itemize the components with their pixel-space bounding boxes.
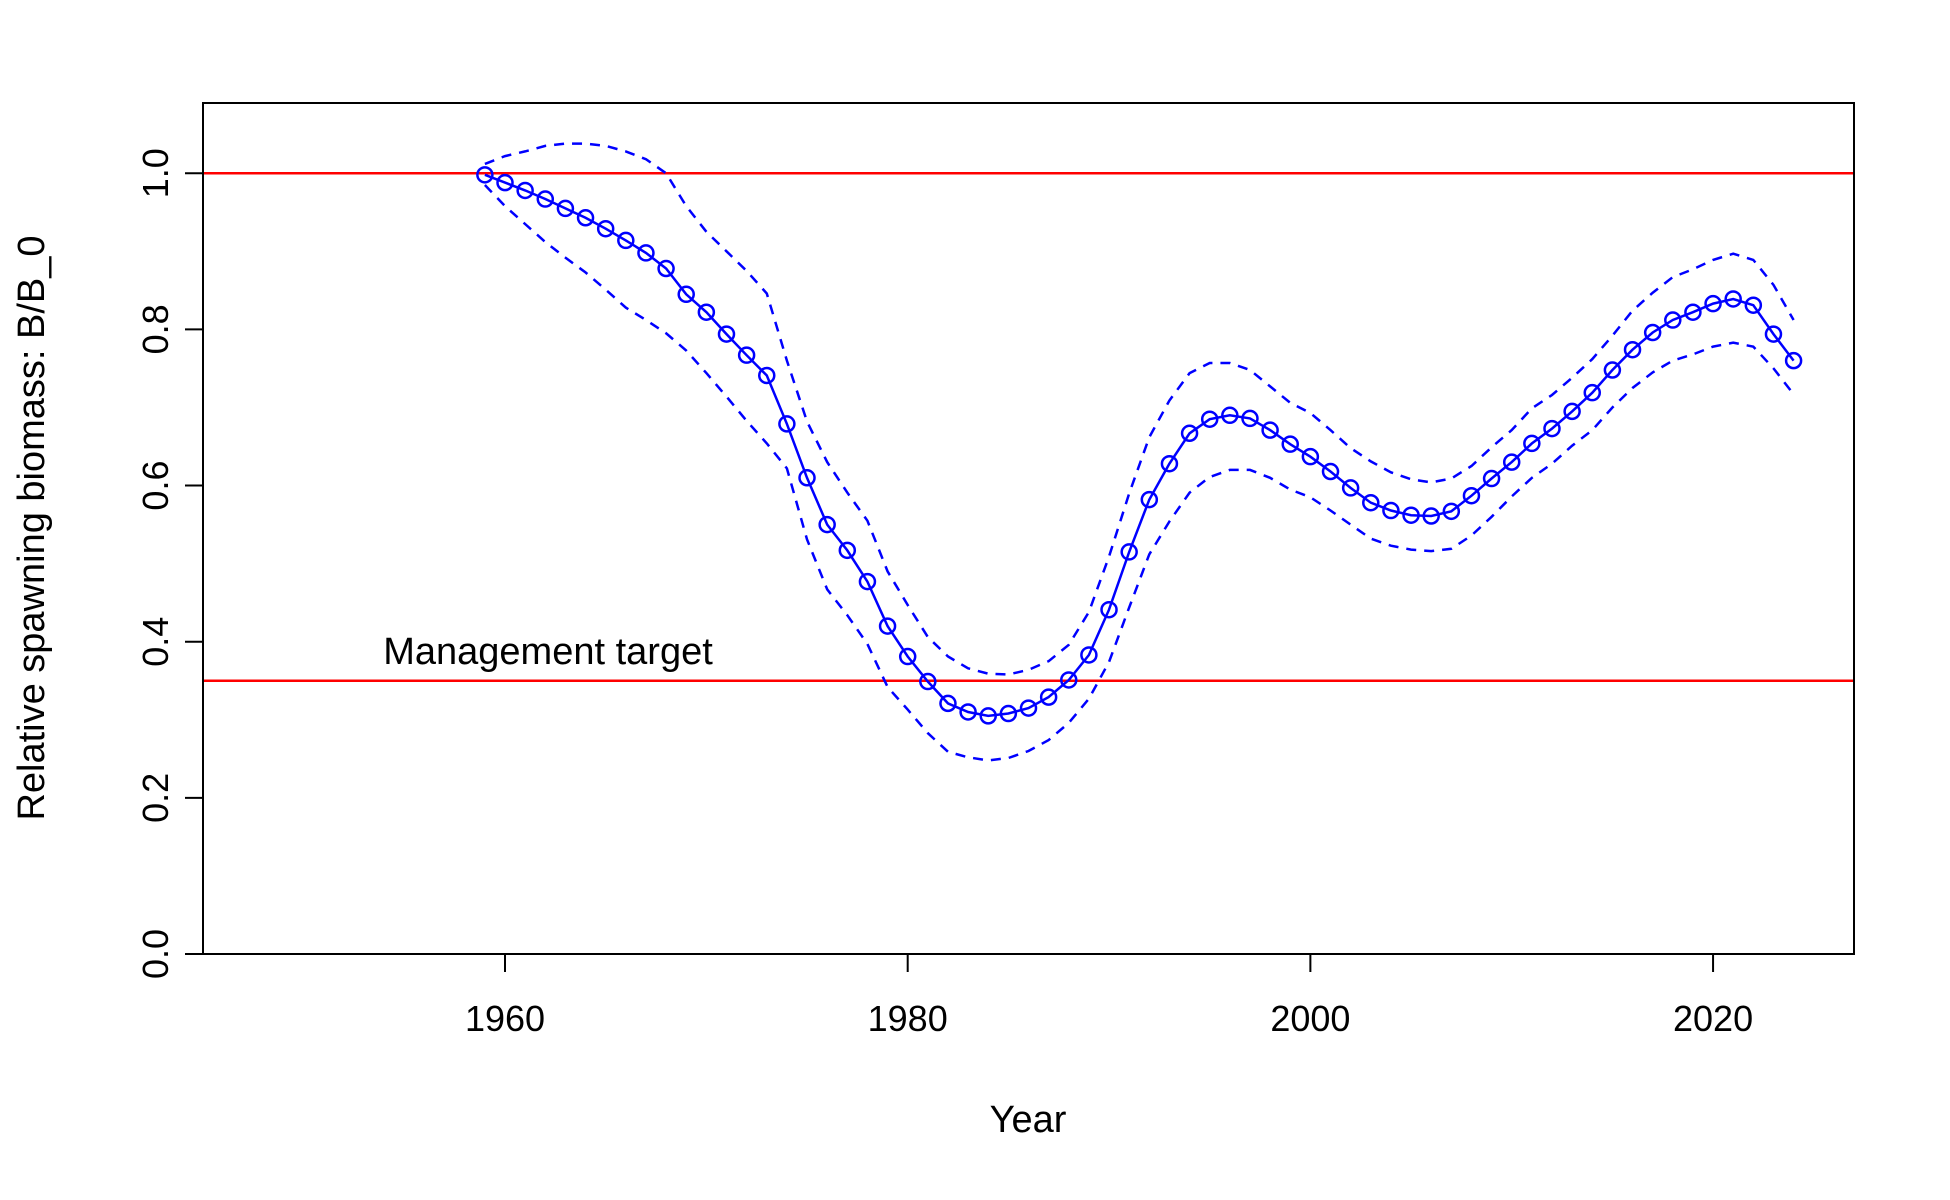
lower-bound-line (483, 184, 1795, 762)
data-point (1341, 479, 1360, 497)
data-point (858, 572, 877, 591)
data-point (979, 707, 997, 725)
x-tick-label: 1960 (465, 998, 545, 1039)
data-point (1563, 402, 1581, 421)
confidence-bounds (483, 142, 1795, 762)
data-point (1241, 409, 1259, 428)
data-point (1281, 435, 1299, 453)
data-point (1482, 469, 1501, 488)
reference-lines (203, 172, 1854, 682)
data-point (737, 346, 756, 364)
data-point (898, 647, 917, 666)
data-point (1704, 294, 1722, 313)
data-point (576, 209, 595, 227)
x-tick-label: 1980 (868, 998, 948, 1039)
y-tick-label: 0.2 (135, 773, 176, 823)
data-point (1100, 600, 1118, 619)
x-axis-title: Year (990, 1099, 1067, 1141)
data-point (1160, 454, 1179, 473)
data-point (1784, 351, 1803, 370)
x-axis: 1960 1980 2000 2020 (465, 953, 1753, 1039)
data-point (1603, 361, 1622, 379)
data-point (818, 515, 836, 534)
data-point (1623, 340, 1642, 359)
estimate-series (476, 166, 1803, 725)
data-point (1523, 434, 1541, 453)
data-point (798, 469, 816, 487)
data-point (1462, 486, 1481, 505)
data-point (1180, 424, 1199, 443)
data-point (1321, 462, 1340, 481)
y-tick-label: 0.6 (135, 461, 176, 511)
data-point (697, 303, 716, 321)
data-point (1543, 419, 1561, 438)
plot-frame (202, 102, 1855, 955)
data-point (1744, 296, 1763, 314)
y-tick-label: 1.0 (135, 148, 176, 198)
data-point (596, 219, 615, 238)
data-point (1301, 447, 1320, 466)
data-point (838, 541, 857, 560)
y-tick-label: 0.4 (135, 617, 176, 667)
data-point (778, 415, 796, 433)
upper-bound-line (484, 142, 1795, 676)
data-point (496, 173, 514, 192)
data-point (1140, 490, 1159, 509)
estimate-line (484, 173, 1795, 718)
data-point (1200, 410, 1219, 428)
data-point (1664, 311, 1682, 329)
data-point (476, 166, 494, 184)
y-axis: 0.0 0.2 0.4 0.6 0.8 1.0 (135, 148, 204, 979)
data-point (1060, 671, 1078, 689)
data-point (758, 366, 776, 385)
data-point (1382, 501, 1400, 520)
data-point (1502, 453, 1521, 471)
data-point (677, 285, 695, 304)
y-tick-label: 0.0 (135, 929, 176, 979)
data-point (959, 703, 977, 721)
data-point (1724, 290, 1742, 308)
x-tick-label: 2020 (1673, 998, 1753, 1039)
data-point (1643, 323, 1662, 342)
data-point (1583, 383, 1602, 402)
data-point (999, 704, 1018, 723)
management-target-label: Management target (383, 631, 713, 673)
data-point (657, 259, 675, 278)
data-point (717, 325, 736, 343)
data-point (617, 231, 635, 250)
x-tick-label: 2000 (1270, 998, 1350, 1039)
data-point (1422, 507, 1440, 525)
data-point (1442, 502, 1461, 521)
data-point (1402, 506, 1420, 524)
data-point (516, 181, 534, 200)
data-point (1221, 406, 1239, 425)
data-point (939, 694, 957, 713)
data-point (556, 199, 575, 218)
data-point (536, 190, 555, 208)
data-point (1362, 493, 1380, 512)
data-point (1120, 543, 1138, 561)
data-point (878, 617, 897, 635)
data-point (919, 672, 937, 691)
y-axis-title: Relative spawning biomass: B/B_0 (11, 235, 53, 820)
data-point (1039, 688, 1058, 706)
y-tick-label: 0.8 (135, 304, 176, 354)
data-point (1764, 325, 1783, 343)
data-point (1080, 646, 1098, 664)
data-point (1261, 421, 1279, 439)
data-point (1684, 303, 1702, 321)
data-point (637, 244, 655, 262)
data-point (1019, 699, 1038, 717)
